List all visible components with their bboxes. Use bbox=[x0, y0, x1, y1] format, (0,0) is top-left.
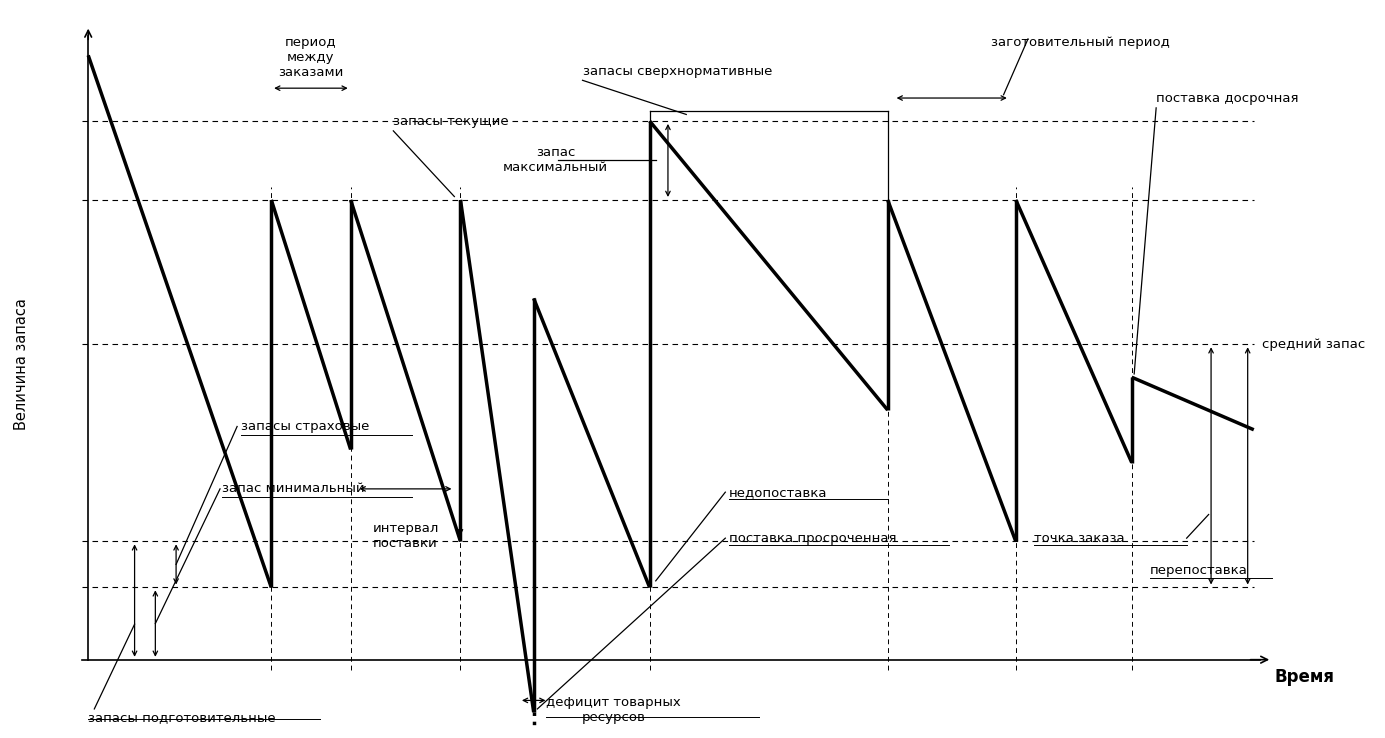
Text: запас
максимальный: запас максимальный bbox=[503, 146, 608, 174]
Text: запасы подготовительные: запасы подготовительные bbox=[89, 711, 276, 724]
Text: заготовительный период: заготовительный период bbox=[992, 35, 1170, 49]
Text: точка заказа: точка заказа bbox=[1035, 531, 1125, 545]
Text: дефицит товарных
ресурсов: дефицит товарных ресурсов bbox=[546, 696, 680, 724]
Text: перепоставка: перепоставка bbox=[1150, 565, 1248, 578]
Text: средний запас: средний запас bbox=[1262, 338, 1366, 351]
Text: недопоставка: недопоставка bbox=[729, 486, 827, 499]
Text: запас минимальный: запас минимальный bbox=[223, 483, 366, 495]
Text: запасы сверхнормативные: запасы сверхнормативные bbox=[583, 66, 771, 78]
Text: Время: Время bbox=[1274, 668, 1335, 686]
Text: период
между
заказами: период между заказами bbox=[278, 35, 343, 79]
Text: запасы текущие: запасы текущие bbox=[393, 114, 508, 128]
Text: поставка досрочная: поставка досрочная bbox=[1156, 92, 1299, 105]
Text: поставка просроченная: поставка просроченная bbox=[729, 531, 896, 545]
Text: Величина запаса: Величина запаса bbox=[14, 298, 29, 430]
Text: интервал
поставки: интервал поставки bbox=[373, 522, 439, 550]
Text: запасы страховые: запасы страховые bbox=[241, 420, 370, 433]
